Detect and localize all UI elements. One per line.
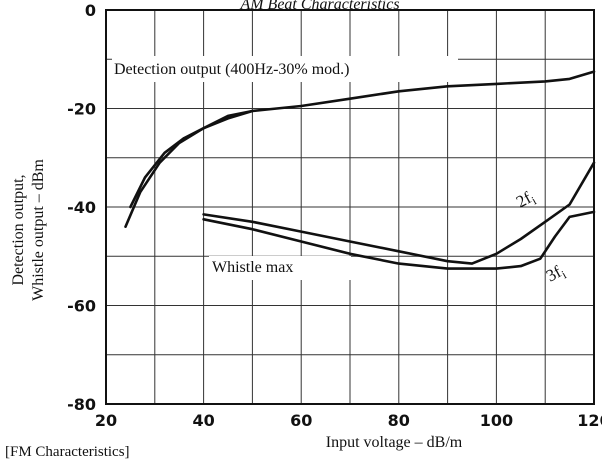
annotation-3fi-text: 3fi — [543, 260, 569, 288]
chart-title: AM Beat Characteristics — [239, 0, 399, 13]
x-tick-label: 40 — [192, 411, 214, 430]
annotation-2fi-text: 2fi — [513, 186, 539, 214]
y-axis-label-line1: Detection output, — [10, 174, 27, 285]
series-group — [124, 70, 596, 270]
annotation-whistle-bg — [209, 256, 351, 280]
annotation-3fi-sub: i — [559, 267, 569, 281]
y-tick-label: -20 — [67, 100, 96, 119]
x-axis: 20 40 60 80 100 120 — [95, 411, 602, 430]
y-tick-label: 0 — [85, 1, 96, 20]
y-tick-label: -40 — [67, 198, 96, 217]
y-tick-label: -60 — [67, 297, 96, 316]
footnote: [FM Characteristics] — [5, 444, 130, 459]
annotation-whistle-text: Whistle max — [212, 259, 293, 276]
x-tick-label: 80 — [388, 411, 410, 430]
series-line-whistle-2f — [202, 161, 596, 265]
y-axis: 0 -20 -40 -60 -80 — [67, 1, 96, 414]
series-line-detection-b — [124, 109, 254, 228]
plot-frame — [105, 9, 595, 405]
x-tick-label: 20 — [95, 411, 117, 430]
series-line-whistle-3f — [202, 210, 596, 270]
y-tick-label: -80 — [67, 395, 96, 414]
x-tick-label: 120 — [577, 411, 602, 430]
annotation-3fi: 3fi — [543, 260, 569, 288]
annotation-detection-bg — [112, 56, 458, 82]
x-tick-label: 100 — [480, 411, 513, 430]
x-axis-label: Input voltage – dB/m — [326, 434, 463, 451]
annotation-detection-text: Detection output (400Hz-30% mod.) — [114, 61, 350, 78]
annotation-2fi: 2fi — [513, 186, 539, 214]
x-tick-label: 60 — [290, 411, 312, 430]
annotation-whistle: Whistle max — [209, 256, 351, 280]
y-axis-label: Detection output, Whistle output – dBm — [10, 159, 47, 301]
annotation-2fi-sub: i — [529, 193, 539, 207]
y-axis-label-line2: Whistle output – dBm — [30, 159, 47, 301]
series-line-detection-a — [129, 70, 596, 209]
annotation-detection: Detection output (400Hz-30% mod.) — [112, 56, 458, 82]
